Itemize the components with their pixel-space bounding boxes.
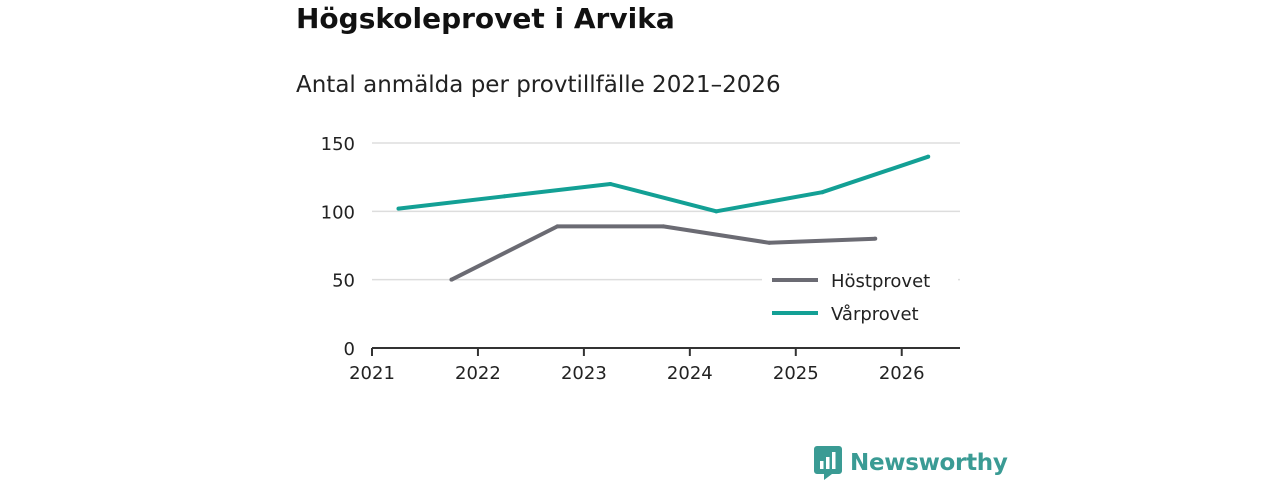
legend-label: Vårprovet — [831, 304, 919, 325]
series-line-2 — [398, 154, 929, 214]
x-tick-label: 2021 — [349, 363, 395, 384]
brand-logo: Newsworthy — [814, 446, 1008, 480]
y-tick-label: 50 — [332, 271, 355, 292]
data-point — [820, 190, 825, 195]
x-tick-label: 2025 — [773, 363, 819, 384]
data-point — [926, 154, 931, 159]
chart-subtitle: Antal anmälda per provtillfälle 2021–202… — [296, 72, 781, 98]
data-point — [873, 236, 878, 241]
y-tick-label: 150 — [321, 134, 355, 155]
data-point — [608, 182, 613, 186]
brand-name: Newsworthy — [850, 450, 1008, 476]
data-point — [502, 194, 507, 199]
data-point — [767, 240, 772, 245]
legend-label: Höstprovet — [831, 271, 930, 292]
data-point — [661, 224, 666, 229]
newsworthy-logo-icon — [814, 446, 842, 480]
legend-background — [762, 264, 958, 336]
y-tick-label: 100 — [321, 202, 355, 223]
data-point — [396, 206, 401, 211]
data-point — [555, 224, 560, 229]
data-point — [714, 209, 719, 214]
x-tick-label: 2023 — [561, 363, 607, 384]
y-tick-label: 0 — [344, 339, 355, 360]
chart-title: Högskoleprovet i Arvika — [296, 2, 675, 35]
x-tick-label: 2024 — [667, 363, 713, 384]
data-point — [449, 277, 454, 282]
x-tick-label: 2026 — [879, 363, 925, 384]
x-tick-label: 2022 — [455, 363, 501, 384]
line-chart: 0 50 100 150 2021 2022 2023 2024 2025 2026 Höstpro… — [321, 134, 960, 384]
